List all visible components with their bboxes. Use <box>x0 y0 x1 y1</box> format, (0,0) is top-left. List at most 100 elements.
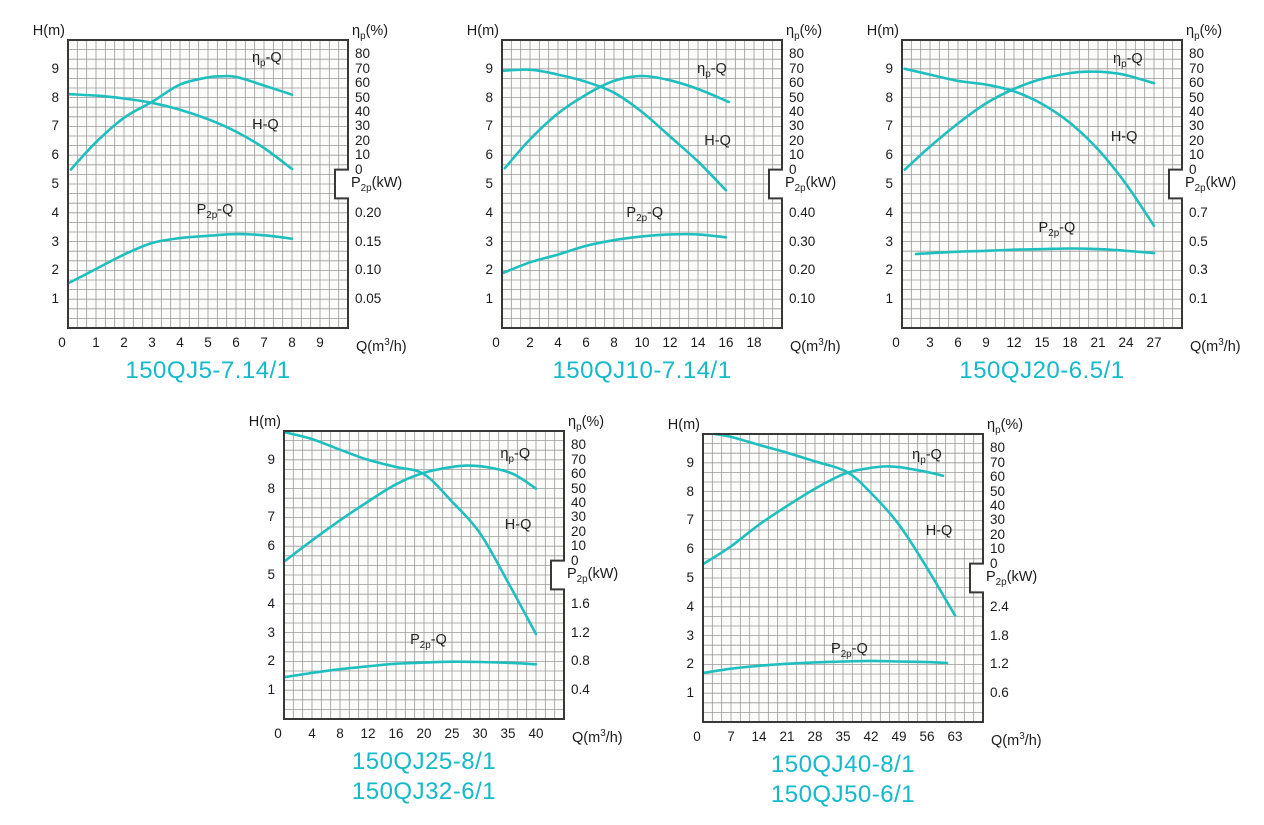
eta-axis-tick: 80 <box>990 440 1006 456</box>
subscript: p <box>705 69 711 81</box>
flow-axis-tick: 24 <box>1118 335 1134 350</box>
flow-axis-tick: 18 <box>1062 335 1078 350</box>
eta-axis-tick: 80 <box>571 437 587 453</box>
flow-axis-tick: 6 <box>954 335 962 350</box>
h-axis-tick: 2 <box>51 262 59 278</box>
curve-label-eta: ηp-Q <box>912 446 942 466</box>
power-axis-tick: 1.2 <box>571 624 590 640</box>
curve-power-q <box>68 232 294 285</box>
chart-title: 150QJ5-7.14/1 <box>125 357 291 384</box>
flow-axis-tick: 20 <box>416 726 432 741</box>
power-axis-tick: 0.05 <box>355 291 382 307</box>
h-axis-tick: 8 <box>51 89 59 105</box>
subscript: 2p <box>840 648 852 660</box>
flow-axis-tick: 3 <box>926 335 934 350</box>
h-axis-label: H(m) <box>866 23 899 39</box>
eta-axis-tick: 0 <box>990 555 998 571</box>
plot-area <box>67 39 350 329</box>
h-axis-label: H(m) <box>32 23 65 39</box>
plot-area <box>501 39 784 329</box>
flow-axis-tick: 7 <box>727 729 735 744</box>
eta-axis-tick: 60 <box>789 75 805 91</box>
eta-axis-tick: 80 <box>355 46 371 62</box>
power-axis-tick: 0.8 <box>571 653 590 669</box>
curve-power-q <box>502 232 728 275</box>
eta-axis-tick: 30 <box>990 512 1006 528</box>
flow-axis-tick: 63 <box>947 729 963 744</box>
superscript: 3 <box>818 337 824 348</box>
h-axis-tick: 3 <box>485 233 493 249</box>
h-axis-tick: 4 <box>485 204 493 220</box>
eta-axis-tick: 20 <box>789 132 805 148</box>
h-axis-tick: 8 <box>267 480 275 496</box>
plot-area <box>901 39 1184 329</box>
eta-axis-tick: 50 <box>355 89 371 105</box>
power-axis-label: P2p(kW) <box>986 569 1038 588</box>
flow-axis-tick: 35 <box>500 726 516 741</box>
chart-title-block: 150QJ40-8/1 150QJ50-6/1 <box>771 750 915 810</box>
flow-axis-tick: 6 <box>582 335 590 350</box>
power-axis-tick: 0.10 <box>789 291 816 307</box>
plot-area <box>702 433 985 723</box>
flow-axis-tick: 0 <box>58 335 66 350</box>
h-axis-tick: 6 <box>686 541 694 557</box>
power-label-notch <box>1169 169 1184 199</box>
h-axis-tick: 7 <box>51 118 59 134</box>
power-axis-tick: 0.15 <box>355 233 382 249</box>
chart-title-block: 150QJ20-6.5/1 <box>959 356 1124 386</box>
h-axis-label: H(m) <box>466 23 499 39</box>
curve-eta-q <box>284 464 538 562</box>
curve-label-power: P2p-Q <box>410 632 447 652</box>
eta-axis-tick: 20 <box>990 526 1006 542</box>
curve-label-eta: ηp-Q <box>251 49 282 69</box>
curve-head-q <box>713 434 957 617</box>
curve-label-head: H-Q <box>925 522 953 539</box>
eta-axis-label: ηp(%) <box>352 23 389 42</box>
flow-axis-tick: 18 <box>746 335 762 350</box>
flow-axis-tick: 7 <box>260 335 268 350</box>
subscript: p <box>260 57 266 69</box>
eta-axis-label: ηp(%) <box>1186 23 1223 42</box>
chart-title: 150QJ32-6/1 <box>351 778 497 805</box>
flow-axis-tick: 4 <box>176 335 184 350</box>
flow-axis-tick: 12 <box>360 726 376 741</box>
plot-border <box>283 430 565 720</box>
subscript: 2p <box>636 213 648 225</box>
eta-axis-tick: 40 <box>355 104 371 119</box>
chart-title: 150QJ50-6/1 <box>770 781 916 808</box>
eta-axis-tick: 0 <box>571 552 579 568</box>
subscript: p <box>576 421 582 433</box>
flow-axis-label: Q(m3/h) <box>1190 337 1241 355</box>
flow-axis-label: Q(m3/h) <box>356 337 407 355</box>
subscript: 2p <box>995 576 1007 588</box>
h-axis-tick: 5 <box>885 176 893 191</box>
flow-axis-tick: 1 <box>92 335 100 350</box>
flow-axis-tick: 2 <box>120 335 128 350</box>
superscript: 3 <box>384 337 390 348</box>
eta-axis-tick: 80 <box>789 46 805 62</box>
grid-lines <box>68 40 348 328</box>
grid-lines <box>502 40 782 328</box>
flow-axis-tick: 4 <box>308 726 316 741</box>
subscript: p <box>995 424 1001 436</box>
power-axis-tick: 0.20 <box>355 204 382 220</box>
chart-title-block: 150QJ25-8/1 150QJ32-6/1 <box>352 747 496 807</box>
eta-axis-tick: 50 <box>1189 89 1205 105</box>
eta-axis-tick: 40 <box>571 495 587 510</box>
power-axis-tick: 0.7 <box>1189 204 1208 220</box>
flow-axis-tick: 27 <box>1146 335 1162 350</box>
chart-title-block: 150QJ10-7.14/1 <box>552 356 731 386</box>
chart-qj10: H(m) ηp(%) P2p(kW) Q(m3/h) 9 8 7 6 5 4 3 2 1 80 70 60 50… <box>464 18 894 430</box>
h-axis-tick: 2 <box>267 653 275 669</box>
flow-axis-tick: 8 <box>288 335 296 350</box>
chart-title-block: 150QJ5-7.14/1 <box>125 356 290 386</box>
power-axis-tick: 0.1 <box>1189 291 1208 307</box>
power-axis-tick: 0.40 <box>789 204 816 220</box>
curve-eta-q <box>503 74 731 170</box>
subscript: 2p <box>419 640 431 652</box>
flow-axis-tick: 8 <box>610 335 618 350</box>
h-axis-tick: 7 <box>485 118 493 134</box>
flow-axis-tick: 16 <box>718 335 734 350</box>
eta-axis-tick: 30 <box>789 118 805 134</box>
h-axis-tick: 8 <box>885 89 893 105</box>
